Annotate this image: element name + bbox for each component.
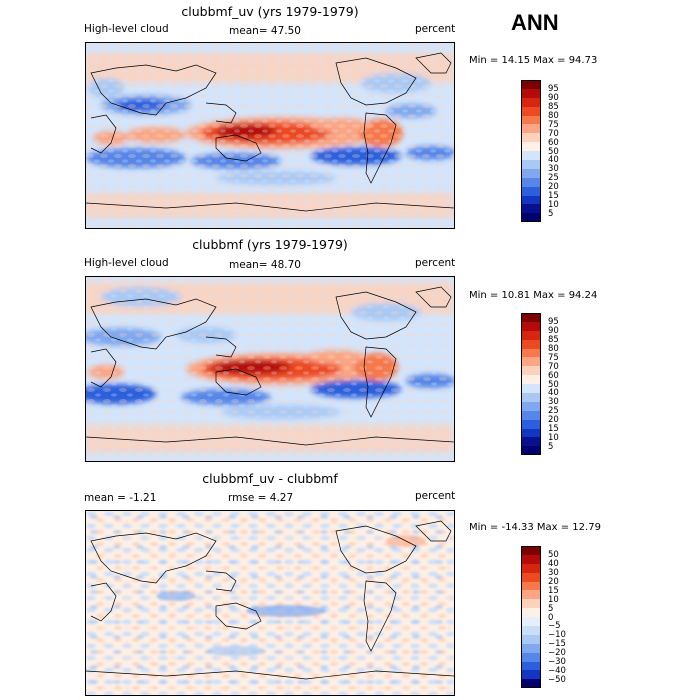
panel-2-minmax: Min = 10.81 Max = 94.24 <box>469 290 598 301</box>
panel-2-colorbar <box>521 313 541 456</box>
cbar-label: 50 <box>548 147 559 157</box>
panel-3-title: clubbmf_uv - clubbmf <box>202 471 338 486</box>
panel-3-rmse: rmse = 4.27 <box>228 492 294 504</box>
cbar-label: 80 <box>548 111 559 121</box>
cbar-label: −50 <box>548 675 566 685</box>
cbar-label: 30 <box>548 568 559 578</box>
panel-2-colorbar-labels: 95 90 85 80 75 70 60 50 40 30 25 20 15 1… <box>548 313 588 456</box>
panel-1-variable-label: High-level cloud <box>84 23 169 35</box>
cbar-label: 10 <box>548 200 559 210</box>
panel-3-colorbar-labels: 50 40 30 20 15 10 5 0 −5 −10 −15 −20 −30… <box>548 546 588 689</box>
panel-3-colorbar <box>521 546 541 689</box>
cbar-label: 0 <box>548 613 554 623</box>
cbar-label: 30 <box>548 164 559 174</box>
cbar-label: 10 <box>548 595 559 605</box>
cbar-label: 40 <box>548 388 559 398</box>
panel-2-map <box>85 276 455 462</box>
season-label: ANN <box>511 10 559 35</box>
panel-3-map <box>85 510 455 696</box>
cbar-label: 50 <box>548 380 559 390</box>
panel-1-units: percent <box>415 23 456 35</box>
panel-1-coastlines <box>86 52 454 212</box>
panel-3-minmax: Min = -14.33 Max = 12.79 <box>469 522 601 533</box>
cbar-label: 20 <box>548 415 559 425</box>
cbar-label: 75 <box>548 353 559 363</box>
panel-3-mean: mean = -1.21 <box>84 492 157 504</box>
panel-2-title: clubbmf (yrs 1979-1979) <box>192 237 348 252</box>
panel-1-minmax: Min = 14.15 Max = 94.73 <box>469 55 598 66</box>
panel-1-map-svg <box>86 43 454 228</box>
panel-1-title: clubbmf_uv (yrs 1979-1979) <box>181 4 359 19</box>
panel-2-variable-label: High-level cloud <box>84 257 169 269</box>
cbar-label: 80 <box>548 344 559 354</box>
panel-1-colorbar <box>521 80 541 223</box>
cbar-label: 30 <box>548 397 559 407</box>
panel-1-mean: mean= 47.50 <box>229 25 301 37</box>
panel-3-units: percent <box>415 490 456 502</box>
cbar-label: −20 <box>548 648 566 658</box>
cbar-label: 40 <box>548 559 559 569</box>
cbar-label: −30 <box>548 657 566 667</box>
panel-2-coastlines <box>86 286 454 446</box>
cbar-label: 85 <box>548 335 559 345</box>
cbar-label: 60 <box>548 371 559 381</box>
cbar-label: 25 <box>548 406 559 416</box>
cbar-label: 95 <box>548 84 559 94</box>
cbar-label: 5 <box>548 209 554 219</box>
cbar-label: 70 <box>548 362 559 372</box>
cbar-label: −10 <box>548 630 566 640</box>
panel-3-map-svg <box>86 511 454 695</box>
cbar-label: 20 <box>548 182 559 192</box>
cbar-label: 40 <box>548 155 559 165</box>
cbar-label: 85 <box>548 102 559 112</box>
cbar-label: 70 <box>548 129 559 139</box>
panel-2-units: percent <box>415 257 456 269</box>
cbar-label: 5 <box>548 604 554 614</box>
panel-2-map-svg <box>86 277 454 461</box>
cbar-label: 60 <box>548 138 559 148</box>
cbar-label: 5 <box>548 442 554 452</box>
cbar-label: 95 <box>548 317 559 327</box>
panel-3-field <box>86 511 454 695</box>
panel-1-map <box>85 42 455 229</box>
cbar-label: 50 <box>548 550 559 560</box>
cbar-label: 20 <box>548 577 559 587</box>
cbar-label: −40 <box>548 666 566 676</box>
cbar-label: 25 <box>548 173 559 183</box>
cbar-label: 90 <box>548 326 559 336</box>
cbar-label: −15 <box>548 639 566 649</box>
cbar-label: 90 <box>548 93 559 103</box>
panel-2-mean: mean= 48.70 <box>229 259 301 271</box>
cbar-label: 15 <box>548 191 559 201</box>
panel-1-colorbar-labels: 95 90 85 80 75 70 60 50 40 30 25 20 15 1… <box>548 80 588 223</box>
panel-3-coastlines <box>86 520 454 680</box>
cbar-label: −5 <box>548 621 561 631</box>
cbar-label: 15 <box>548 424 559 434</box>
cbar-label: 75 <box>548 120 559 130</box>
cbar-label: 15 <box>548 586 559 596</box>
cbar-label: 10 <box>548 433 559 443</box>
